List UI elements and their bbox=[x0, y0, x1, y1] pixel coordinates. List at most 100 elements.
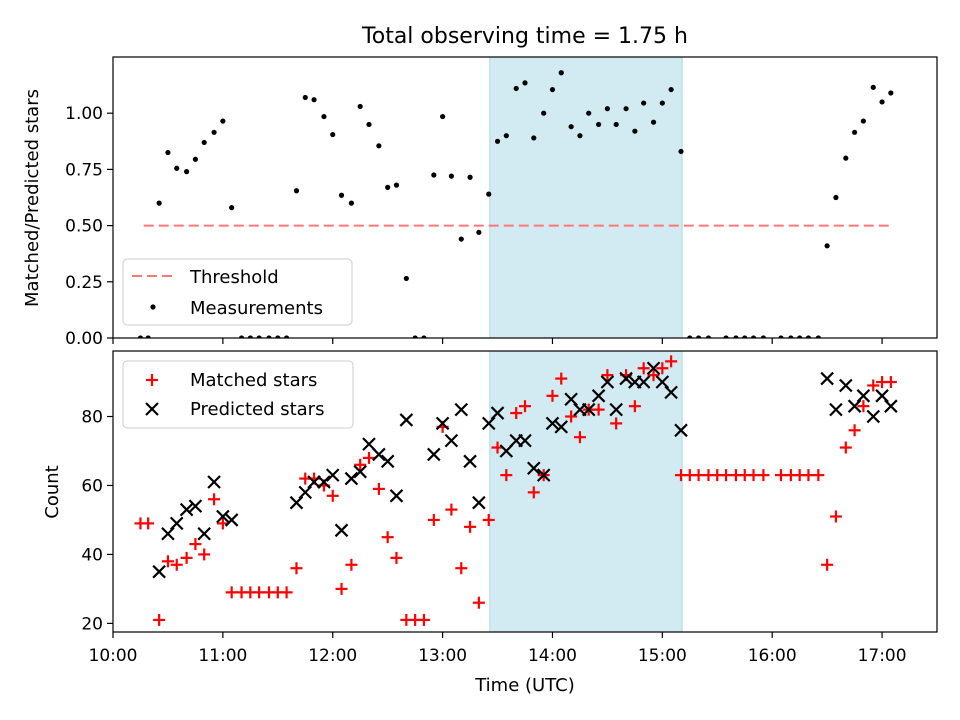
axes-frame-bottom bbox=[112, 350, 938, 633]
predicted-star-point bbox=[344, 471, 359, 486]
matched-star-point bbox=[656, 362, 669, 375]
measurement-point bbox=[843, 155, 849, 161]
predicted-star-point bbox=[581, 402, 596, 417]
measurement-point bbox=[613, 121, 619, 128]
panel-top: 0.00 0.25 0.50 0.75 1.00 Matched/Predicted s… bbox=[22, 56, 938, 349]
measurement-point bbox=[549, 86, 556, 93]
matched-star-point bbox=[170, 558, 183, 571]
measurement-point bbox=[668, 86, 674, 93]
x-tick-label: 14:00 bbox=[528, 646, 577, 666]
predicted-star-point bbox=[600, 375, 615, 389]
measurement-point bbox=[357, 103, 363, 110]
matched-star-point bbox=[427, 513, 440, 526]
predicted-star-point bbox=[856, 389, 871, 403]
measurement-point bbox=[778, 335, 784, 338]
measurement-point bbox=[229, 205, 235, 211]
matched-star-point bbox=[482, 513, 495, 526]
x-axis-label: Time (UTC) bbox=[474, 675, 575, 696]
predicted-star-point bbox=[609, 402, 623, 417]
predicted-star-point bbox=[820, 371, 834, 386]
predicted-star-point bbox=[646, 361, 661, 376]
matched-star-point bbox=[142, 517, 155, 530]
y-tick-label: 1.00 bbox=[65, 104, 103, 124]
y-tick-label: 0.75 bbox=[65, 160, 103, 180]
matched-star-point bbox=[372, 482, 385, 495]
measurement-point bbox=[393, 182, 400, 188]
matched-star-point bbox=[472, 596, 485, 609]
measurement-point bbox=[348, 200, 355, 206]
measurement-point bbox=[870, 84, 876, 90]
measurement-point bbox=[860, 118, 866, 124]
predicted-star-point bbox=[427, 447, 441, 462]
predicted-star-point bbox=[472, 495, 486, 510]
y-axis-ticks-top: 0.00 0.25 0.50 0.75 1.00 bbox=[65, 104, 113, 349]
matched-star-point bbox=[592, 403, 605, 416]
predicted-star-point bbox=[866, 409, 881, 424]
predicted-star-point bbox=[545, 416, 560, 431]
measurement-point bbox=[833, 194, 839, 201]
measurement-point bbox=[302, 94, 308, 101]
chart-title: Total observing time = 1.75 h bbox=[361, 24, 688, 49]
measurement-point bbox=[184, 169, 190, 175]
predicted-star-point bbox=[435, 416, 450, 431]
predicted-star-point bbox=[591, 389, 606, 403]
measurement-point bbox=[750, 335, 757, 338]
y-tick-label: 0.00 bbox=[65, 329, 103, 349]
matched-star-point bbox=[381, 531, 394, 544]
predicted-star-point bbox=[829, 402, 843, 417]
measurement-point bbox=[238, 335, 245, 338]
measurement-point bbox=[421, 335, 427, 338]
measurement-point bbox=[723, 335, 729, 338]
measurement-point bbox=[687, 335, 693, 338]
measurement-point bbox=[247, 335, 253, 338]
matched-star-point bbox=[326, 489, 339, 502]
measurement-point bbox=[311, 97, 317, 103]
measurement-point bbox=[467, 174, 473, 180]
predicted-star-point bbox=[619, 371, 633, 386]
measurement-point bbox=[503, 133, 509, 139]
predicted-star-point bbox=[463, 454, 477, 469]
measurement-point bbox=[156, 200, 162, 206]
measurement-point bbox=[486, 191, 492, 197]
axes-frame-top bbox=[112, 56, 938, 339]
matched-star-point bbox=[628, 400, 641, 413]
measurement-point bbox=[596, 121, 602, 128]
legend-measurements-swatch bbox=[150, 304, 156, 310]
matched-star-point bbox=[555, 372, 568, 385]
predicted-star-point bbox=[527, 461, 541, 476]
predicted-star-point bbox=[454, 402, 469, 417]
measurement-point bbox=[760, 335, 767, 338]
matched-star-point bbox=[637, 362, 650, 375]
matched-star-point bbox=[161, 555, 174, 568]
x-tick-label: 16:00 bbox=[748, 646, 797, 666]
matched-star-point bbox=[884, 376, 897, 389]
matched-star-point bbox=[290, 562, 303, 575]
measurement-point bbox=[568, 124, 574, 130]
predicted-star-point bbox=[152, 564, 166, 579]
matched-star-point bbox=[573, 431, 586, 444]
measurement-point bbox=[577, 133, 583, 139]
predicted-star-point bbox=[362, 437, 376, 451]
x-axis-ticks-bottom: 10:00 11:00 12:00 13:00 14:00 15:00 16:00 17:00 bbox=[89, 632, 907, 666]
measurement-point bbox=[742, 335, 748, 338]
measurement-point bbox=[888, 90, 894, 96]
predicted-star-point bbox=[372, 447, 386, 462]
predicted-star-point bbox=[499, 444, 514, 458]
matched-star-point bbox=[390, 551, 403, 564]
matched-star-point bbox=[280, 586, 293, 599]
legend-bottom: Matched stars Predicted stars bbox=[122, 360, 354, 429]
measurement-point bbox=[805, 335, 812, 338]
measurement-point bbox=[641, 100, 647, 106]
matched-star-point bbox=[546, 389, 559, 402]
measurement-point bbox=[531, 135, 537, 141]
matched-star-point bbox=[198, 548, 211, 561]
matched-star-point bbox=[519, 400, 531, 413]
measurement-point bbox=[586, 110, 592, 116]
measurement-point bbox=[201, 139, 207, 146]
predicted-star-point bbox=[636, 375, 651, 389]
matched-star-point bbox=[335, 582, 348, 595]
matched-star-point bbox=[665, 355, 678, 368]
predicted-star-point bbox=[307, 475, 321, 489]
